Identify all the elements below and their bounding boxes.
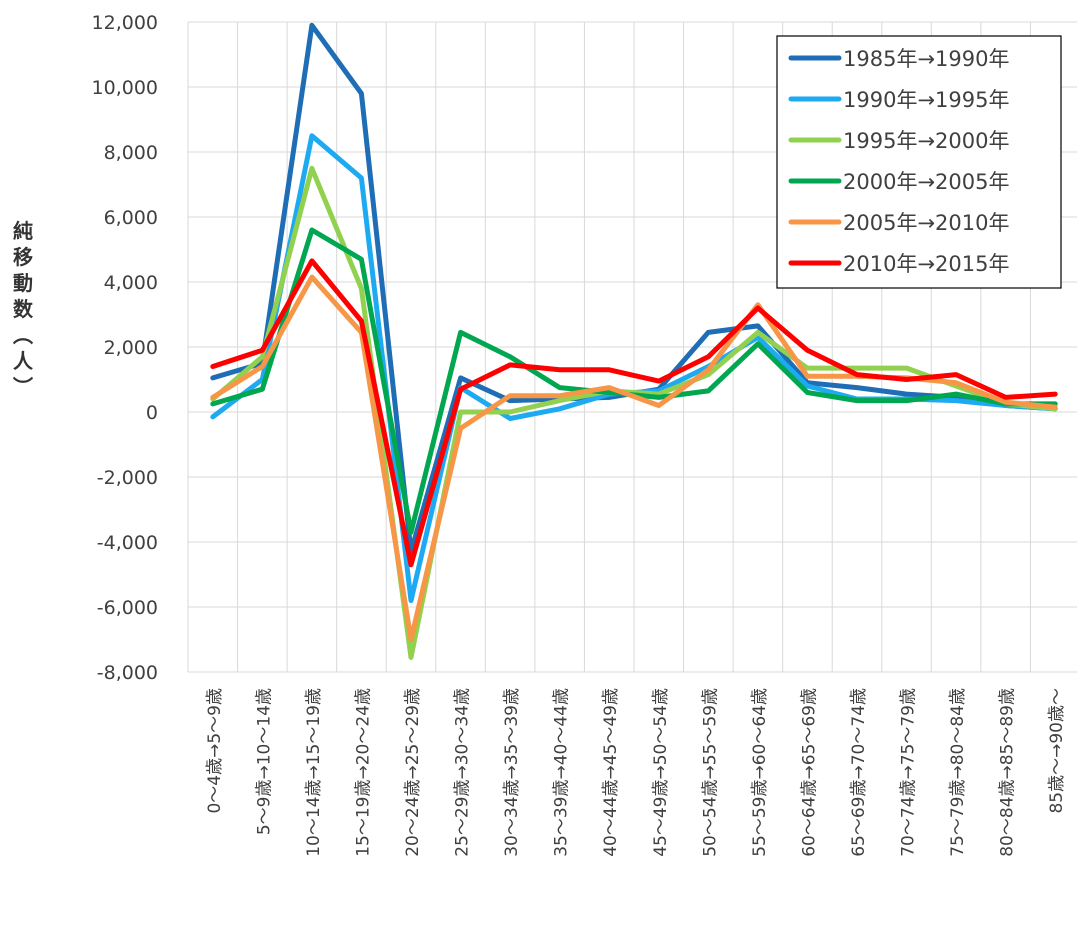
- x-tick-label: 55～59歳→60～64歳: [750, 688, 770, 857]
- y-tick-label: 2,000: [104, 337, 158, 359]
- legend: 1985年→1990年 1990年→1995年 1995年→2000年 2000年→2…: [776, 35, 1062, 289]
- legend-label: 2005年→2010年: [843, 211, 1009, 235]
- x-tick-label: 20～24歳→25～29歳: [403, 688, 423, 857]
- y-tick-label: 4,000: [104, 272, 158, 294]
- x-tick-label: 75～79歳→80～84歳: [948, 688, 968, 857]
- y-tick-label: -2,000: [97, 467, 158, 489]
- series-line-6: [210, 258, 1058, 568]
- y-tick-label: 6,000: [104, 207, 158, 229]
- x-tick-label: 10～14歳→15～19歳: [304, 688, 324, 857]
- x-axis: 0～4歳→5～9歳 5～9歳→10～14歳 10～14歳→15～19歳 15～19歳→…: [205, 688, 1067, 857]
- y-axis-title-char: 動: [13, 271, 33, 295]
- y-axis-title-char: ︵: [13, 323, 33, 347]
- y-axis-title-char: 移: [13, 245, 33, 269]
- x-tick-label: 25～29歳→30～34歳: [453, 688, 473, 857]
- y-tick-label: 0: [146, 402, 158, 424]
- y-tick-label: -8,000: [97, 662, 158, 684]
- series-lines: [210, 22, 1058, 660]
- y-axis: 12,000 10,000 8,000 6,000 4,000 2,000 0 -2,000 -…: [92, 12, 158, 684]
- y-tick-label: 12,000: [92, 12, 158, 34]
- y-tick-label: 8,000: [104, 142, 158, 164]
- y-axis-title-char: 純: [13, 219, 33, 243]
- legend-label: 1985年→1990年: [843, 47, 1009, 71]
- y-axis-title-char: 数: [13, 297, 33, 321]
- y-tick-label: -6,000: [97, 597, 158, 619]
- x-tick-label: 0～4歳→5～9歳: [205, 688, 225, 814]
- y-tick-label: 10,000: [92, 77, 158, 99]
- y-axis-title-char: 人: [13, 349, 33, 373]
- x-tick-label: 60～64歳→65～69歳: [799, 688, 819, 857]
- x-tick-label: 85歳～→90歳～: [1047, 688, 1067, 814]
- x-tick-label: 65～69歳→70～74歳: [849, 688, 869, 857]
- x-tick-label: 5～9歳→10～14歳: [254, 688, 274, 835]
- legend-label: 1990年→1995年: [843, 88, 1009, 112]
- x-tick-label: 35～39歳→40～44歳: [552, 688, 572, 857]
- y-axis-title: 純 移 動 数 ︵ 人 ︶: [6, 218, 40, 400]
- x-tick-label: 80～84歳→85～89歳: [998, 688, 1018, 857]
- legend-box: [776, 35, 1062, 289]
- y-tick-label: -4,000: [97, 532, 158, 554]
- x-tick-label: 15～19歳→20～24歳: [353, 688, 373, 857]
- legend-label: 2000年→2005年: [843, 170, 1009, 194]
- x-tick-label: 70～74歳→75～79歳: [899, 688, 919, 857]
- legend-label: 2010年→2015年: [843, 252, 1009, 276]
- x-tick-label: 40～44歳→45～49歳: [601, 688, 621, 857]
- legend-label: 1995年→2000年: [843, 129, 1009, 153]
- x-tick-label: 50～54歳→55～59歳: [700, 688, 720, 857]
- y-axis-title-char: ︶: [13, 375, 33, 399]
- x-tick-label: 30～34歳→35～39歳: [502, 688, 522, 857]
- x-tick-label: 45～49歳→50～54歳: [651, 688, 671, 857]
